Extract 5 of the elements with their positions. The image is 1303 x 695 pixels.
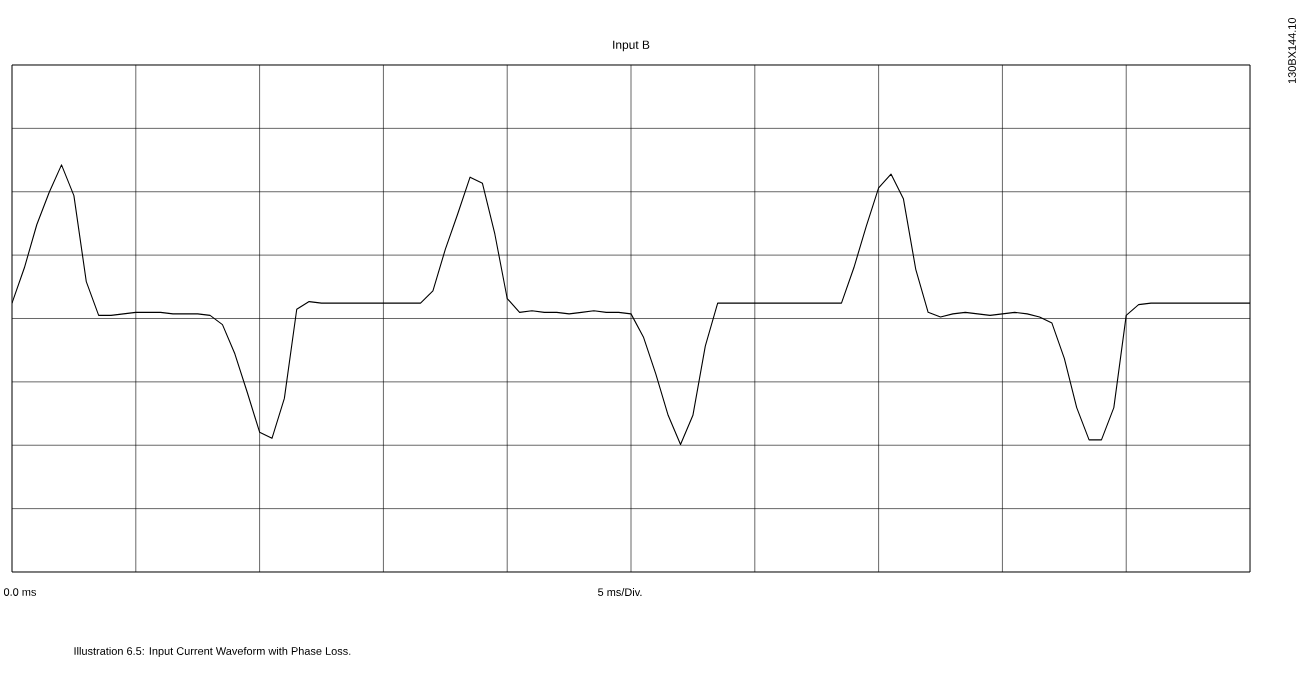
text: Illustration 6.5: Input Current Waveform with Phase Loss. [74, 646, 351, 658]
chart-title: Input B [613, 40, 650, 52]
text: 0.0 ms [3, 588, 36, 596]
text: 130BX144.10 [1288, 17, 1296, 84]
text: 5 ms/Div. [598, 587, 642, 597]
